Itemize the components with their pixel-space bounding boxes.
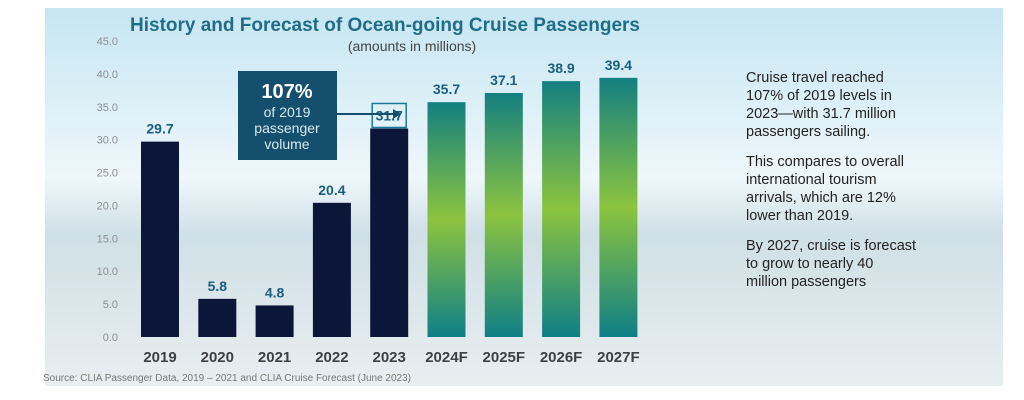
x-tick-label: 2019	[143, 349, 176, 366]
data-label: 37.1	[490, 72, 517, 88]
bar-2019	[141, 141, 179, 337]
side-text-line: passengers sailing.	[746, 124, 870, 140]
data-label: 31.7	[376, 107, 403, 123]
x-tick-label: 2023	[373, 349, 406, 366]
data-label: 38.9	[547, 60, 574, 76]
side-text-line: million passengers	[746, 274, 866, 290]
y-tick-label: 20.0	[97, 200, 118, 212]
callout-big: 107%	[261, 81, 312, 103]
y-tick-label: 35.0	[97, 102, 118, 114]
callout-line: of 2019	[264, 104, 311, 120]
y-tick-label: 10.0	[97, 266, 118, 278]
callout-line: passenger	[254, 120, 320, 136]
data-label: 35.7	[433, 81, 460, 97]
y-tick-label: 0.0	[103, 332, 118, 344]
callout-box	[238, 71, 337, 160]
bar-2022	[312, 202, 351, 337]
side-text-line: By 2027, cruise is forecast	[746, 238, 916, 254]
side-text-line: Cruise travel reached	[746, 70, 884, 86]
side-text-line: lower than 2019.	[746, 208, 853, 224]
x-tick-label: 2022	[315, 349, 348, 366]
source-note: Source: CLIA Passenger Data, 2019 – 2021…	[43, 373, 411, 384]
data-label: 4.8	[265, 284, 285, 300]
data-label: 39.4	[605, 57, 632, 73]
bar-2026F	[542, 81, 581, 337]
y-tick-label: 45.0	[97, 36, 118, 48]
callout-line: volume	[264, 136, 309, 152]
side-text-line: to grow to nearly 40	[746, 256, 873, 272]
chart-subtitle: (amounts in millions)	[348, 38, 476, 54]
x-tick-label: 2027F	[597, 349, 640, 366]
x-tick-label: 2024F	[425, 349, 468, 366]
bar-2024F	[427, 102, 466, 337]
data-label: 5.8	[208, 278, 228, 294]
data-label: 29.7	[146, 121, 173, 137]
bar-2021	[255, 305, 294, 337]
y-tick-label: 40.0	[97, 69, 118, 81]
bar-2020	[198, 298, 237, 337]
highlight-box	[371, 102, 407, 129]
bar-2027F	[599, 77, 638, 337]
y-tick-label: 5.0	[103, 299, 118, 311]
y-tick-label: 15.0	[97, 233, 118, 245]
data-label: 20.4	[318, 182, 345, 198]
arrow-head-icon	[393, 109, 401, 119]
x-tick-label: 2026F	[540, 349, 583, 366]
side-text-line: arrivals, which are 12%	[746, 190, 896, 206]
side-text-line: 2023—with 31.7 million	[746, 106, 896, 122]
callout: 107% of 2019 passenger volume	[238, 71, 401, 160]
bar-2025F	[484, 92, 523, 337]
side-text-line: This compares to overall	[746, 154, 904, 170]
chart-title: History and Forecast of Ocean-going Crui…	[130, 15, 640, 36]
y-tick-label: 30.0	[97, 135, 118, 147]
x-tick-label: 2021	[258, 349, 291, 366]
y-tick-label: 25.0	[97, 168, 118, 180]
side-text-line: 107% of 2019 levels in	[746, 88, 892, 104]
x-tick-label: 2025F	[483, 349, 526, 366]
bar-2023	[370, 128, 409, 337]
side-text-line: international tourism	[746, 172, 877, 188]
x-tick-label: 2020	[201, 349, 234, 366]
